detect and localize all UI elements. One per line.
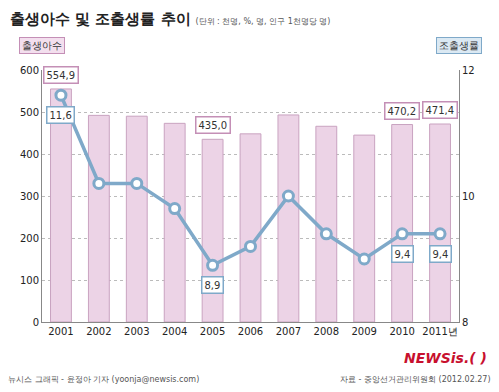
- svg-text:10: 10: [462, 191, 475, 202]
- svg-text:9,4: 9,4: [433, 249, 449, 260]
- svg-text:9,4: 9,4: [395, 249, 411, 260]
- svg-text:470,2: 470,2: [388, 106, 417, 117]
- svg-text:8: 8: [462, 317, 468, 328]
- svg-text:12: 12: [462, 65, 475, 76]
- svg-text:2005: 2005: [200, 326, 225, 337]
- svg-text:400: 400: [20, 149, 39, 160]
- svg-text:NEWSis.( ): NEWSis.( ): [404, 350, 487, 366]
- svg-text:554,9: 554,9: [47, 70, 76, 81]
- svg-text:2003: 2003: [124, 326, 149, 337]
- svg-text:뉴시스 그래픽 - 윤정아 기자 (yoonja@newsi: 뉴시스 그래픽 - 윤정아 기자 (yoonja@newsis.com): [8, 375, 199, 384]
- svg-text:100: 100: [20, 275, 39, 286]
- svg-text:471,4: 471,4: [426, 105, 455, 116]
- svg-text:2011년: 2011년: [422, 326, 457, 337]
- svg-text:자료 - 중앙선거관리위원회 (2012.02.27): 자료 - 중앙선거관리위원회 (2012.02.27): [340, 375, 491, 384]
- svg-text:2008: 2008: [314, 326, 339, 337]
- svg-text:500: 500: [20, 107, 39, 118]
- svg-text:8,9: 8,9: [205, 280, 221, 291]
- svg-text:2009: 2009: [352, 326, 377, 337]
- svg-text:2002: 2002: [86, 326, 111, 337]
- svg-text:2010: 2010: [389, 326, 414, 337]
- svg-text:0: 0: [33, 317, 39, 328]
- svg-text:조출생률: 조출생률: [439, 40, 479, 51]
- svg-text:2004: 2004: [162, 326, 187, 337]
- svg-text:출생아수: 출생아수: [22, 40, 62, 51]
- svg-text:출생아수 및 조출생률 추이 (단위 : 천명, %, 명,: 출생아수 및 조출생률 추이 (단위 : 천명, %, 명, 인구 1천명당 명…: [10, 10, 331, 28]
- svg-text:435,0: 435,0: [199, 120, 228, 131]
- svg-text:2007: 2007: [276, 326, 301, 337]
- svg-text:11,6: 11,6: [50, 110, 72, 121]
- svg-text:200: 200: [20, 233, 39, 244]
- svg-text:2001: 2001: [48, 326, 73, 337]
- svg-text:600: 600: [20, 65, 39, 76]
- svg-text:2006: 2006: [238, 326, 263, 337]
- svg-text:300: 300: [20, 191, 39, 202]
